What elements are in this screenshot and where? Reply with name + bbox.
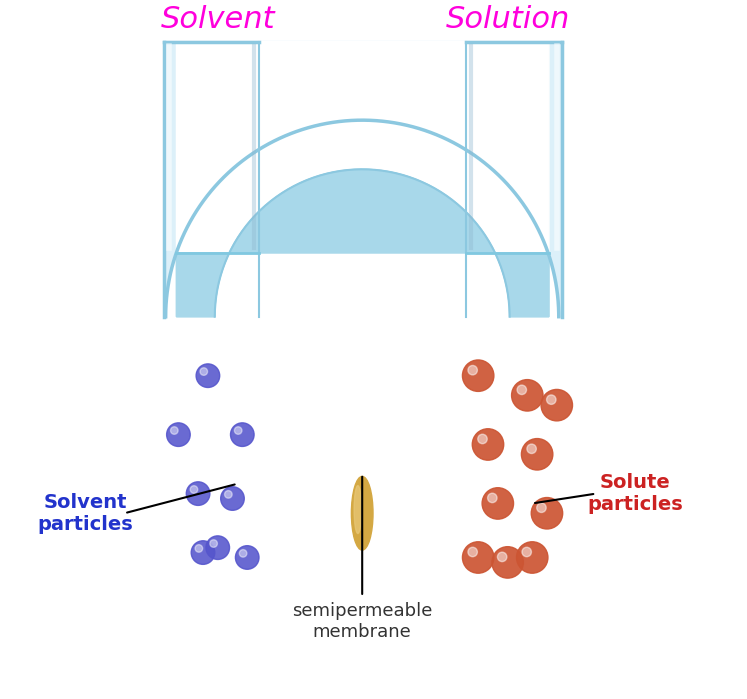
Circle shape [522, 547, 531, 556]
Text: Solvent: Solvent [161, 5, 275, 34]
Circle shape [512, 380, 543, 411]
Polygon shape [176, 41, 549, 317]
Circle shape [210, 540, 217, 547]
Text: Solution: Solution [445, 5, 570, 34]
Circle shape [195, 545, 202, 552]
Text: Solvent
particles: Solvent particles [37, 493, 133, 534]
Polygon shape [164, 41, 562, 317]
Circle shape [478, 434, 487, 444]
Circle shape [517, 385, 527, 394]
Circle shape [541, 389, 572, 421]
Circle shape [200, 368, 208, 375]
Text: semipermeable
membrane: semipermeable membrane [292, 602, 433, 640]
Circle shape [462, 360, 494, 391]
Circle shape [531, 498, 562, 529]
Circle shape [537, 503, 546, 512]
Circle shape [527, 444, 536, 454]
Circle shape [239, 549, 247, 557]
Circle shape [472, 428, 503, 460]
Circle shape [462, 542, 494, 573]
Circle shape [186, 482, 210, 505]
Circle shape [167, 423, 190, 447]
Circle shape [220, 487, 244, 510]
Circle shape [521, 438, 553, 470]
Circle shape [516, 542, 548, 573]
Circle shape [231, 423, 254, 447]
Circle shape [196, 364, 220, 387]
Circle shape [235, 546, 259, 569]
Circle shape [206, 536, 229, 559]
Circle shape [468, 547, 477, 556]
Circle shape [191, 541, 215, 564]
Circle shape [492, 547, 524, 578]
Circle shape [170, 427, 178, 434]
Text: Solute
particles: Solute particles [588, 473, 684, 514]
Circle shape [225, 491, 232, 498]
Circle shape [468, 366, 477, 375]
Circle shape [235, 427, 242, 434]
Circle shape [190, 486, 198, 493]
Circle shape [488, 493, 497, 503]
Circle shape [498, 552, 507, 561]
Ellipse shape [354, 486, 362, 533]
Circle shape [482, 488, 513, 519]
Polygon shape [176, 169, 549, 317]
Ellipse shape [351, 477, 373, 550]
Polygon shape [176, 169, 549, 317]
Circle shape [547, 395, 556, 405]
